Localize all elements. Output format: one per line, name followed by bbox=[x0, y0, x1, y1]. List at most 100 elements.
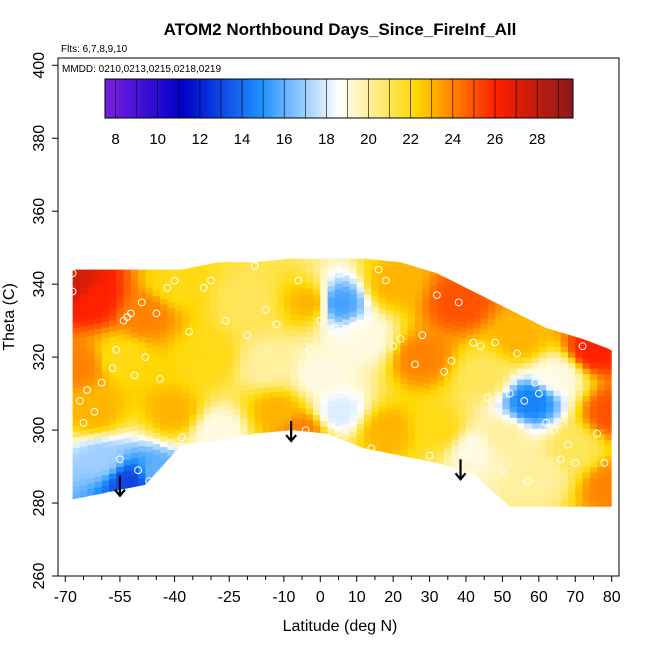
heatmap-cell bbox=[79, 276, 88, 283]
heatmap-cell bbox=[568, 368, 576, 375]
heatmap-cell bbox=[524, 493, 533, 500]
heatmap-cell bbox=[480, 323, 489, 330]
heatmap-cell bbox=[334, 258, 343, 262]
heatmap-cell bbox=[269, 413, 278, 420]
heatmap-cell bbox=[509, 395, 518, 402]
heatmap-cell bbox=[327, 296, 336, 303]
heatmap-cell bbox=[538, 400, 547, 407]
heatmap-cell bbox=[334, 403, 343, 410]
heatmap-cell bbox=[276, 287, 285, 294]
heatmap-cell bbox=[451, 422, 460, 429]
heatmap-cell bbox=[553, 400, 562, 407]
heatmap-cell bbox=[196, 397, 205, 404]
heatmap-cell bbox=[160, 331, 168, 338]
heatmap-cell bbox=[181, 420, 190, 427]
heatmap-cell bbox=[283, 352, 292, 359]
heatmap-cell bbox=[313, 258, 321, 262]
heatmap-cell bbox=[466, 394, 474, 401]
heatmap-cell bbox=[283, 412, 292, 419]
sample-marker bbox=[145, 477, 154, 486]
heatmap-cell bbox=[473, 294, 482, 301]
heatmap-cell bbox=[167, 318, 176, 325]
heatmap-cell bbox=[334, 337, 343, 344]
heatmap-cell bbox=[152, 372, 161, 379]
heatmap-cell bbox=[415, 380, 423, 387]
heatmap-cell bbox=[451, 406, 460, 413]
sample-marker bbox=[505, 389, 514, 398]
heatmap-cell bbox=[94, 448, 103, 455]
heatmap-cell bbox=[604, 417, 612, 424]
heatmap-cell bbox=[517, 450, 525, 457]
heatmap-cell bbox=[458, 337, 467, 344]
heatmap-cell bbox=[87, 324, 96, 331]
heatmap-cell bbox=[393, 370, 402, 378]
heatmap-cell bbox=[524, 461, 533, 468]
heatmap-cell bbox=[589, 455, 598, 462]
heatmap-cell bbox=[109, 319, 117, 326]
heatmap-cell bbox=[240, 259, 249, 266]
heatmap-cell bbox=[524, 466, 533, 473]
heatmap-cell bbox=[211, 352, 219, 359]
heatmap-cell bbox=[436, 456, 445, 463]
heatmap-cell bbox=[276, 341, 285, 348]
heatmap-cell bbox=[560, 504, 569, 507]
heatmap-cell bbox=[334, 414, 343, 421]
heatmap-cell bbox=[152, 301, 161, 308]
heatmap-cell bbox=[546, 389, 555, 397]
heatmap-cell bbox=[502, 304, 511, 311]
heatmap-cell bbox=[254, 382, 263, 389]
heatmap-cell bbox=[189, 397, 198, 405]
heatmap-cell bbox=[458, 441, 467, 448]
heatmap-cell bbox=[109, 358, 117, 365]
heatmap-cell bbox=[385, 364, 394, 371]
heatmap-cell bbox=[349, 288, 358, 295]
sample-marker bbox=[418, 331, 427, 340]
heatmap-cell bbox=[94, 290, 103, 297]
heatmap-cell bbox=[123, 393, 132, 400]
heatmap-cell bbox=[546, 482, 555, 490]
sample-marker bbox=[68, 287, 77, 296]
heatmap-cell bbox=[568, 499, 576, 506]
heatmap-cell bbox=[371, 273, 380, 280]
colorbar-segment bbox=[561, 79, 565, 118]
heatmap-cell bbox=[364, 441, 372, 448]
heatmap-cell bbox=[211, 302, 219, 309]
heatmap-cell bbox=[509, 444, 518, 451]
heatmap-cell bbox=[473, 333, 482, 340]
heatmap-cell bbox=[160, 462, 168, 469]
heatmap-cell bbox=[415, 265, 423, 272]
heatmap-cell bbox=[94, 344, 103, 351]
heatmap-cell bbox=[356, 368, 365, 375]
heatmap-cell bbox=[167, 383, 176, 390]
heatmap-cell bbox=[473, 442, 482, 449]
heatmap-cell bbox=[371, 404, 380, 411]
heatmap-cell bbox=[597, 472, 606, 479]
heatmap-cell bbox=[262, 332, 270, 339]
heatmap-cell bbox=[181, 382, 190, 389]
heatmap-cell bbox=[189, 408, 198, 415]
heatmap-cell bbox=[509, 384, 518, 391]
heatmap-cell bbox=[116, 274, 125, 281]
heatmap-cell bbox=[240, 362, 249, 370]
colorbar-segment bbox=[508, 79, 513, 118]
sample-marker bbox=[97, 378, 106, 387]
heatmap-cell bbox=[378, 296, 387, 304]
heatmap-cell bbox=[429, 443, 438, 451]
heatmap-cell bbox=[254, 289, 263, 296]
heatmap-cell bbox=[254, 360, 263, 367]
heatmap-cell bbox=[203, 352, 212, 359]
heatmap-cell bbox=[313, 414, 321, 421]
heatmap-cell bbox=[138, 264, 147, 271]
heatmap-cell bbox=[320, 305, 329, 312]
heatmap-cell bbox=[247, 334, 256, 341]
heatmap-cell bbox=[298, 412, 307, 420]
heatmap-cell bbox=[385, 309, 394, 316]
heatmap-cell bbox=[269, 386, 278, 393]
heatmap-cell bbox=[517, 444, 525, 451]
heatmap-cell bbox=[568, 444, 576, 451]
heatmap-cell bbox=[356, 390, 365, 397]
heatmap-cell bbox=[327, 263, 336, 270]
heatmap-cell bbox=[568, 493, 576, 500]
heatmap-cell bbox=[349, 305, 358, 312]
heatmap-cell bbox=[232, 424, 241, 431]
